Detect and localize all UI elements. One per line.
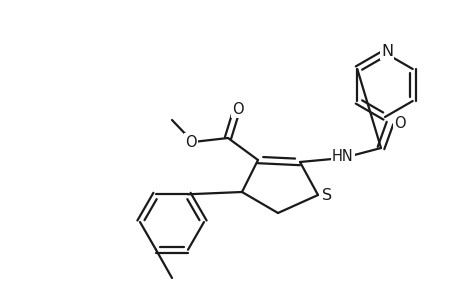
Text: O: O: [232, 101, 243, 116]
Text: N: N: [380, 44, 392, 59]
Text: O: O: [393, 116, 405, 130]
Text: HN: HN: [331, 148, 353, 164]
Text: S: S: [321, 188, 331, 202]
Text: O: O: [185, 134, 196, 149]
